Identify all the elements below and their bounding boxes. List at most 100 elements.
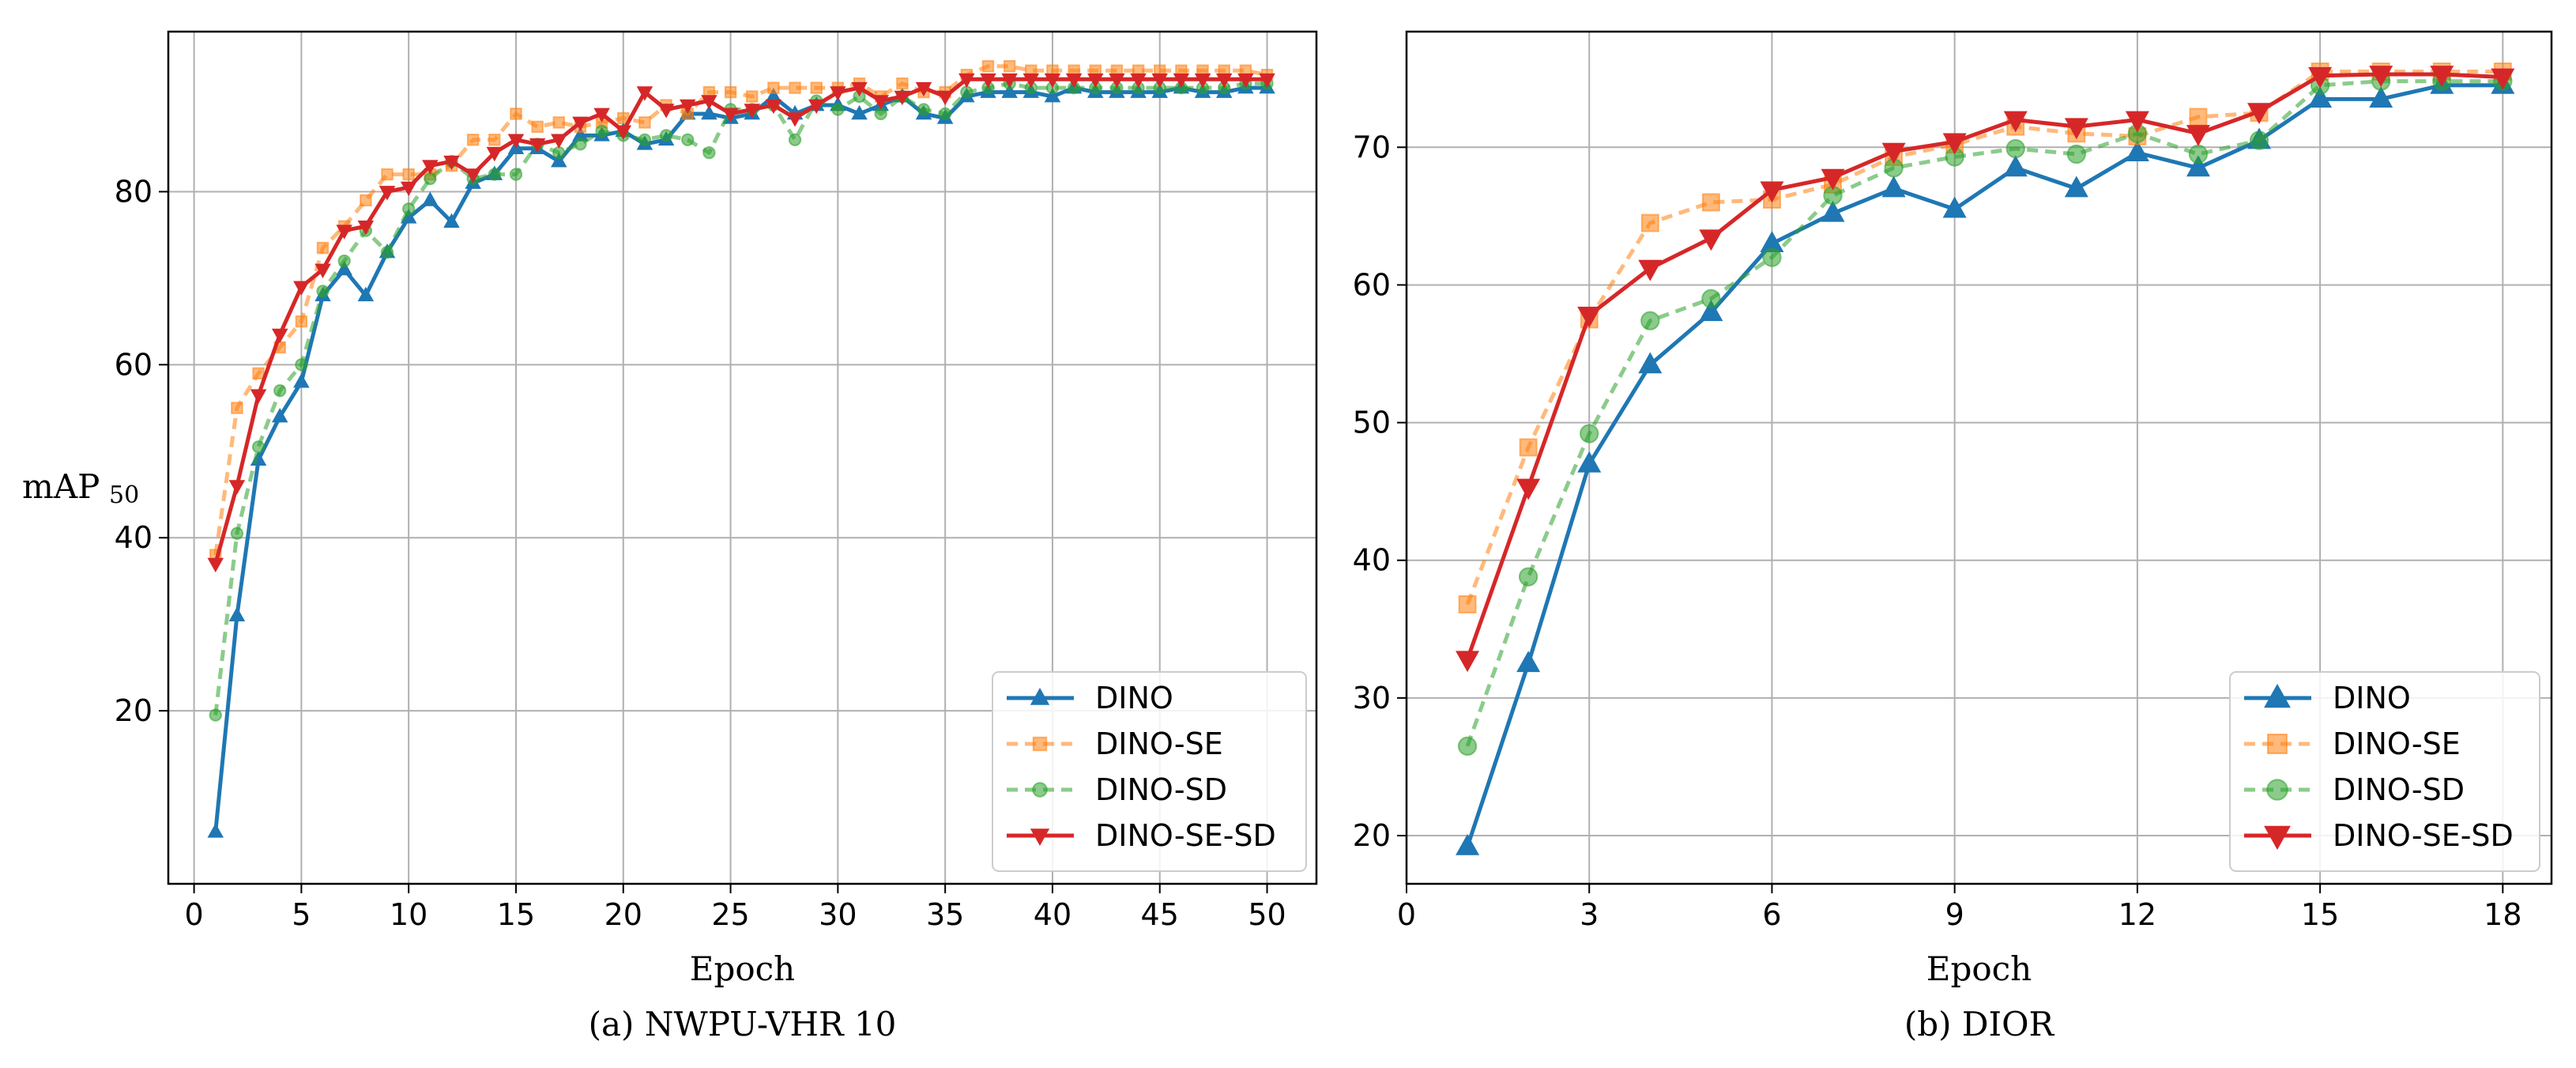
data-point — [981, 60, 995, 73]
data-point — [1942, 133, 1967, 155]
x-tick-label: 50 — [1248, 897, 1286, 932]
panel-caption: (a) NWPU-VHR 10 — [589, 1005, 897, 1043]
y-tick-label: 70 — [1353, 130, 1391, 164]
data-point — [615, 125, 632, 140]
data-point — [595, 124, 608, 138]
data-point — [422, 191, 439, 206]
data-point — [679, 99, 696, 115]
series-line — [1465, 70, 2503, 606]
data-point — [1762, 247, 1782, 267]
data-point — [724, 85, 737, 99]
data-point — [1577, 306, 1602, 328]
data-point — [808, 99, 825, 115]
x-tick-label: 6 — [1762, 897, 1781, 932]
data-point — [2430, 66, 2454, 88]
legend-label: DINO-SD — [2333, 772, 2465, 807]
legend-marker — [1032, 736, 1048, 752]
data-point — [1821, 200, 1845, 222]
data-point — [466, 134, 480, 146]
data-point — [915, 81, 932, 97]
x-tick-label: 15 — [2301, 897, 2339, 932]
data-point — [593, 108, 610, 123]
data-point — [443, 155, 460, 171]
x-axis-label: Epoch — [690, 949, 795, 988]
data-point — [701, 95, 717, 110]
y-tick-label: 20 — [1353, 818, 1391, 853]
data-point — [357, 286, 375, 302]
data-point — [380, 245, 394, 259]
data-point — [1640, 311, 1660, 330]
y-tick-label: 20 — [115, 693, 153, 728]
data-point — [1237, 73, 1254, 89]
data-point — [1516, 478, 1541, 500]
data-point — [378, 186, 396, 201]
plot-frame — [1405, 30, 2553, 885]
data-point — [722, 108, 739, 123]
data-point — [636, 86, 653, 101]
legend-box — [2229, 671, 2540, 872]
data-point — [1580, 424, 1599, 443]
data-point — [789, 81, 801, 94]
series-line — [1465, 72, 2503, 660]
data-point — [316, 241, 330, 255]
x-tick-label: 40 — [1034, 897, 1071, 932]
legend-marker — [2264, 683, 2291, 708]
data-point — [507, 134, 525, 149]
data-point — [2005, 138, 2025, 159]
plot-frame — [167, 30, 1318, 885]
data-point — [488, 134, 501, 146]
data-point — [1109, 73, 1125, 89]
data-point — [509, 168, 523, 181]
legend: DINO DINO-SE DINO-SD DINO-SE-SD — [2229, 671, 2540, 872]
data-point — [958, 73, 975, 89]
data-point — [402, 168, 415, 181]
data-point — [207, 823, 224, 838]
data-point — [874, 107, 887, 121]
x-tick-label: 45 — [1141, 897, 1179, 932]
data-point — [336, 225, 352, 240]
data-point — [486, 146, 503, 162]
legend-label: DINO-SE-SD — [2333, 818, 2514, 853]
data-point — [2186, 125, 2210, 146]
data-point — [1022, 73, 1040, 89]
series-dino-se-sd — [1456, 66, 2515, 673]
data-point — [960, 85, 974, 99]
data-point — [529, 138, 546, 153]
x-tick-label: 25 — [711, 897, 749, 932]
data-point — [465, 168, 481, 183]
data-point — [936, 90, 954, 106]
data-point — [400, 181, 417, 197]
data-point — [894, 90, 911, 106]
data-point — [271, 328, 288, 344]
legend-marker — [1030, 828, 1050, 847]
series-line — [1465, 83, 2503, 847]
x-tick-label: 15 — [497, 897, 535, 932]
data-point — [2247, 103, 2272, 125]
data-point — [2064, 175, 2088, 198]
data-point — [810, 81, 823, 94]
data-point — [745, 90, 759, 103]
data-point — [314, 263, 331, 279]
data-point — [293, 373, 310, 388]
y-tick-label: 40 — [1353, 543, 1391, 578]
data-point — [2003, 111, 2028, 133]
data-point — [488, 168, 502, 181]
data-point — [250, 389, 267, 404]
data-point — [1130, 73, 1147, 89]
chart-panel-1: 0 5 10 15 20 25 30 35 40 45 50 20 40 60 80 Epoch mAP 50 (a… — [22, 30, 1318, 1043]
data-point — [1519, 438, 1538, 457]
data-point — [251, 440, 266, 454]
data-point — [980, 73, 996, 89]
y-tick-label: 60 — [1353, 267, 1391, 302]
y-axis-label-subscript: 50 — [109, 481, 139, 509]
data-point — [1259, 73, 1275, 89]
legend-marker — [2267, 734, 2288, 754]
data-point — [2189, 108, 2208, 126]
data-point — [2491, 68, 2515, 90]
data-point — [510, 108, 522, 120]
data-point — [207, 557, 224, 573]
data-point — [896, 77, 909, 90]
data-point — [638, 116, 651, 129]
x-tick-label: 35 — [926, 897, 964, 932]
data-point — [1701, 289, 1721, 309]
